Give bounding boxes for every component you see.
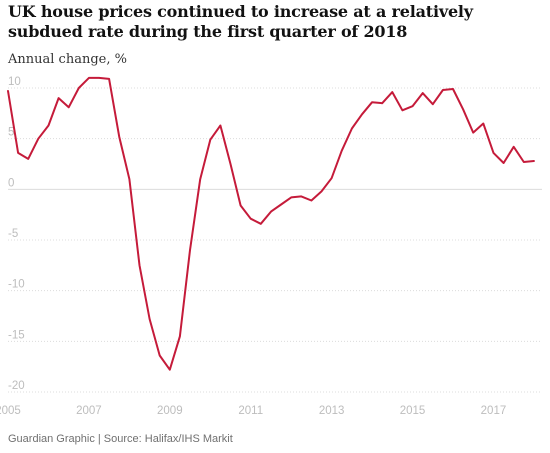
source-note: Guardian Graphic | Source: Halifax/IHS M… — [8, 433, 233, 445]
y-tick-label: -10 — [8, 279, 25, 291]
x-tick-label: 2015 — [400, 405, 426, 417]
y-tick-label: 5 — [8, 127, 14, 139]
y-tick-label: -15 — [8, 329, 25, 341]
series-line-0 — [7, 76, 535, 371]
x-tick-label: 2005 — [0, 405, 21, 417]
y-axis-label: Annual change, % — [8, 52, 127, 67]
x-tick-label: 2009 — [157, 405, 183, 417]
series-layer — [7, 76, 535, 371]
y-tick-label: 10 — [8, 76, 21, 88]
chart-title: UK house prices continued to increase at… — [8, 2, 473, 41]
y-tick-label: 0 — [8, 177, 14, 189]
gridlines — [8, 87, 542, 393]
x-tick-label: 2011 — [238, 405, 263, 417]
y-tick-label: -20 — [8, 380, 25, 392]
x-tick-label: 2013 — [319, 405, 345, 417]
y-tick-label: -5 — [8, 228, 18, 240]
x-tick-label: 2017 — [481, 405, 507, 417]
x-tick-label: 2007 — [76, 405, 102, 417]
tick-labels: 10 5 0 -5 -10 -15 -20 2005 2007 2009 2011 2013 2015 2… — [0, 76, 506, 417]
